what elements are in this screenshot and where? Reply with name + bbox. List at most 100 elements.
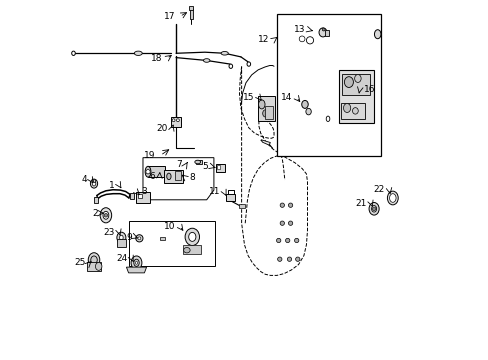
Bar bbox=[264, 106, 272, 119]
Circle shape bbox=[287, 257, 291, 261]
Text: 17: 17 bbox=[163, 12, 175, 21]
Circle shape bbox=[136, 235, 142, 242]
Circle shape bbox=[306, 37, 313, 44]
Ellipse shape bbox=[258, 100, 264, 109]
Bar bbox=[276, 14, 381, 156]
Bar bbox=[87, 262, 101, 271]
Text: 6: 6 bbox=[149, 172, 155, 181]
Ellipse shape bbox=[305, 108, 311, 115]
Ellipse shape bbox=[301, 100, 307, 108]
Ellipse shape bbox=[203, 59, 209, 62]
Bar bbox=[215, 164, 224, 172]
Text: 22: 22 bbox=[373, 184, 384, 194]
Text: 18: 18 bbox=[151, 54, 162, 63]
Text: 12: 12 bbox=[258, 35, 269, 44]
Text: 21: 21 bbox=[355, 198, 366, 207]
Ellipse shape bbox=[145, 166, 151, 177]
Ellipse shape bbox=[318, 28, 326, 37]
Bar bbox=[189, 9, 192, 19]
Ellipse shape bbox=[354, 75, 361, 82]
Polygon shape bbox=[126, 267, 146, 273]
Bar bbox=[338, 70, 373, 123]
Ellipse shape bbox=[221, 51, 228, 55]
Ellipse shape bbox=[92, 181, 96, 186]
Circle shape bbox=[104, 213, 107, 217]
Ellipse shape bbox=[135, 261, 137, 264]
Text: 5: 5 bbox=[202, 162, 207, 171]
Circle shape bbox=[288, 203, 292, 207]
Circle shape bbox=[280, 221, 284, 225]
Polygon shape bbox=[261, 140, 270, 145]
Bar bbox=[217, 165, 220, 169]
Ellipse shape bbox=[188, 233, 196, 242]
Circle shape bbox=[288, 221, 292, 225]
Bar bbox=[175, 171, 181, 180]
Circle shape bbox=[371, 207, 375, 211]
Circle shape bbox=[276, 238, 280, 243]
Text: 9: 9 bbox=[126, 233, 132, 242]
Circle shape bbox=[299, 36, 305, 42]
Text: 10: 10 bbox=[163, 222, 175, 231]
Ellipse shape bbox=[134, 259, 139, 266]
Ellipse shape bbox=[344, 77, 353, 87]
Bar bbox=[183, 245, 201, 254]
Bar bbox=[94, 197, 98, 203]
Bar bbox=[136, 192, 150, 203]
Ellipse shape bbox=[374, 30, 380, 39]
Text: 2: 2 bbox=[92, 208, 98, 217]
Bar bbox=[163, 170, 183, 183]
Bar bbox=[160, 237, 165, 240]
Ellipse shape bbox=[103, 211, 108, 219]
Ellipse shape bbox=[72, 51, 75, 55]
Circle shape bbox=[285, 238, 289, 243]
Ellipse shape bbox=[134, 51, 142, 55]
Bar bbox=[258, 96, 275, 121]
Ellipse shape bbox=[325, 116, 329, 122]
Ellipse shape bbox=[183, 248, 190, 253]
Ellipse shape bbox=[389, 194, 395, 202]
Ellipse shape bbox=[246, 62, 250, 66]
Circle shape bbox=[145, 170, 150, 174]
Ellipse shape bbox=[262, 110, 267, 117]
Text: 14: 14 bbox=[280, 93, 291, 102]
Ellipse shape bbox=[95, 262, 102, 270]
Ellipse shape bbox=[120, 235, 123, 240]
Bar bbox=[117, 239, 125, 247]
Circle shape bbox=[176, 119, 179, 122]
Ellipse shape bbox=[194, 160, 200, 164]
Bar bbox=[238, 204, 244, 208]
Text: 24: 24 bbox=[116, 254, 127, 263]
Circle shape bbox=[138, 237, 141, 240]
Text: 13: 13 bbox=[293, 25, 305, 34]
Bar bbox=[170, 117, 181, 127]
Bar bbox=[325, 30, 329, 36]
Text: 25: 25 bbox=[74, 258, 85, 267]
Bar bbox=[189, 6, 193, 10]
Ellipse shape bbox=[352, 108, 358, 114]
Ellipse shape bbox=[90, 179, 98, 188]
Bar bbox=[128, 221, 215, 266]
Circle shape bbox=[294, 238, 298, 243]
Bar bbox=[340, 103, 365, 119]
Text: 15: 15 bbox=[243, 93, 254, 102]
Text: 11: 11 bbox=[208, 188, 220, 197]
Bar bbox=[92, 179, 95, 182]
Ellipse shape bbox=[343, 104, 350, 112]
Text: 1: 1 bbox=[109, 180, 115, 189]
Ellipse shape bbox=[166, 173, 171, 180]
Ellipse shape bbox=[131, 256, 142, 270]
Bar bbox=[341, 74, 369, 95]
Bar bbox=[195, 160, 202, 164]
Ellipse shape bbox=[228, 64, 232, 68]
Bar bbox=[148, 166, 165, 177]
Text: 4: 4 bbox=[81, 175, 87, 184]
Text: 20: 20 bbox=[156, 123, 167, 132]
Polygon shape bbox=[142, 158, 213, 200]
Ellipse shape bbox=[322, 28, 325, 31]
Circle shape bbox=[280, 203, 284, 207]
Ellipse shape bbox=[91, 256, 97, 264]
Ellipse shape bbox=[386, 191, 397, 205]
Bar bbox=[138, 194, 142, 198]
Polygon shape bbox=[239, 67, 307, 275]
Bar bbox=[225, 194, 235, 201]
